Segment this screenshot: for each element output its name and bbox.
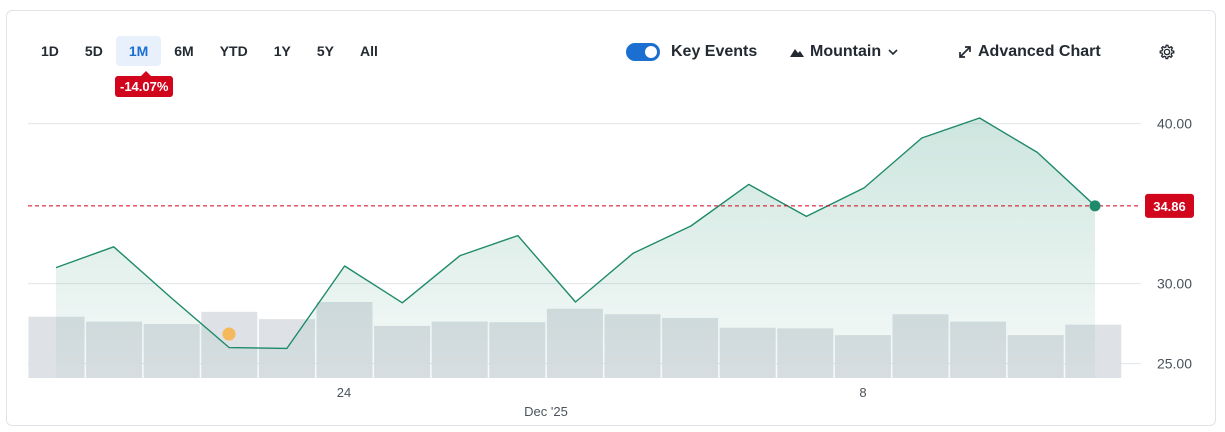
price-line: [55, 117, 1096, 350]
range-all[interactable]: All: [359, 43, 378, 59]
period-change-badge: -14.07%: [115, 71, 174, 97]
last-price-dot: [1089, 200, 1101, 212]
chart-type-dropdown[interactable]: Mountain: [790, 38, 898, 66]
range-6m[interactable]: 6M: [174, 43, 194, 59]
key-event-marker: [222, 327, 236, 341]
range-1y[interactable]: 1Y: [273, 43, 291, 59]
chart-settings-button[interactable]: [1158, 38, 1182, 66]
range-1d[interactable]: 1D: [41, 43, 59, 59]
advanced-chart-label: Advanced Chart: [978, 43, 1101, 60]
key-events-toggle[interactable]: Key Events: [626, 38, 757, 66]
y-tick-label: 25.00: [1157, 356, 1192, 372]
y-tick-label: 40.00: [1157, 116, 1192, 132]
range-selector: 1D 5D 1M 6M YTD 1Y 5Y All: [28, 36, 391, 66]
y-tick-label: 30.00: [1157, 276, 1192, 292]
advanced-chart-button[interactable]: Advanced Chart: [958, 38, 1101, 66]
chevron-down-icon: [888, 48, 898, 56]
toggle-switch-icon[interactable]: [626, 43, 660, 61]
x-tick-label: 24: [337, 385, 351, 400]
chart-type-label: Mountain: [810, 43, 882, 60]
price-area: [56, 118, 1095, 378]
range-5y[interactable]: 5Y: [316, 43, 334, 59]
range-1m[interactable]: 1M: [115, 36, 162, 66]
range-5d[interactable]: 5D: [84, 43, 103, 59]
last-price-badge: [1145, 193, 1194, 218]
x-month-label: Dec '25: [524, 404, 568, 419]
range-ytd[interactable]: YTD: [219, 43, 248, 59]
mountain-icon: [790, 47, 804, 57]
gear-icon: [1158, 43, 1176, 61]
x-tick-label: 8: [859, 385, 866, 400]
expand-icon: [958, 45, 972, 59]
last-price-label: 34.86: [1153, 199, 1186, 214]
key-events-label: Key Events: [671, 43, 758, 60]
